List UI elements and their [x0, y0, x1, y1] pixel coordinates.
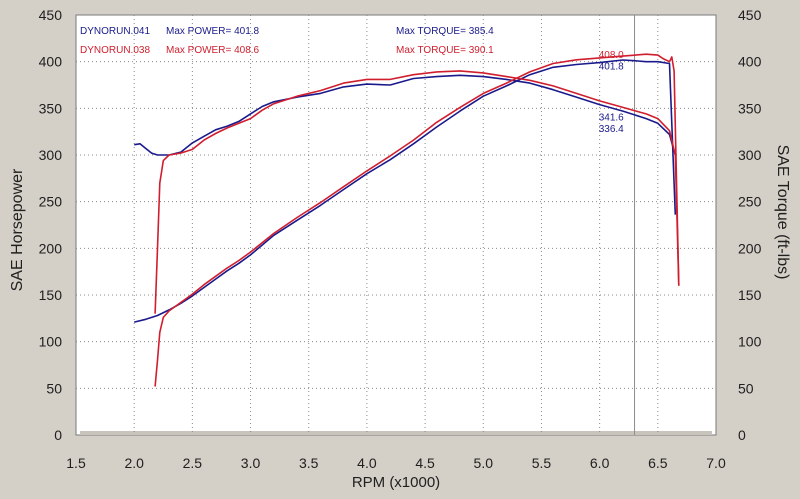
- y-tick-label-left: 250: [39, 194, 63, 210]
- series-line: [154, 53, 680, 387]
- series-lines: [134, 53, 680, 387]
- legend: DYNORUN.041 Max POWER= 401.8 Max TORQUE= 3…: [80, 26, 494, 56]
- y-axis-label-left: SAE Horsepower: [9, 168, 26, 291]
- y-tick-label-left: 350: [39, 100, 63, 116]
- y-tick-label-right: 100: [738, 334, 762, 350]
- y-tick-label-right: 300: [738, 147, 762, 163]
- y-tick-label-left: 300: [39, 147, 63, 163]
- x-tick-label: 3.5: [299, 455, 319, 471]
- x-tick-label: 4.5: [415, 455, 435, 471]
- x-tick-label: 2.5: [183, 455, 203, 471]
- y-tick-label-left: 150: [39, 287, 63, 303]
- axes: 1.5 2.0 2.5 3.0 3.5 4.0 4.5 5.0 5.5 6.0 6.5 7.0 0 0 50…: [39, 7, 762, 471]
- series-line: [134, 59, 677, 323]
- y-tick-label-left: 100: [39, 334, 63, 350]
- plot-area: [75, 14, 717, 436]
- y-tick-label-right: 350: [738, 100, 762, 116]
- x-axis-label: RPM (x1000): [352, 474, 440, 491]
- y-tick-label-right: 50: [738, 380, 754, 396]
- x-tick-label: 4.0: [357, 455, 377, 471]
- legend-max-power: Max POWER= 401.8: [166, 26, 260, 37]
- y-tick-label-right: 200: [738, 240, 762, 256]
- y-tick-label-left: 50: [46, 380, 62, 396]
- legend-max-power: Max POWER= 408.6: [166, 45, 260, 56]
- plot-background: [75, 14, 717, 436]
- x-tick-label: 5.0: [474, 455, 494, 471]
- x-tick-label: 7.0: [706, 455, 726, 471]
- x-tick-label: 6.0: [590, 455, 610, 471]
- legend-run-name: DYNORUN.041: [80, 26, 150, 37]
- x-tick-label: 1.5: [66, 455, 86, 471]
- legend-max-torque: Max TORQUE= 390.1: [396, 45, 494, 56]
- x-tick-label: 3.0: [241, 455, 261, 471]
- y-tick-label-right: 0: [738, 427, 746, 443]
- legend-max-torque: Max TORQUE= 385.4: [396, 26, 494, 37]
- value-annotation: 336.4: [599, 124, 624, 135]
- y-tick-label-left: 0: [54, 427, 62, 443]
- y-tick-label-left: 450: [39, 7, 63, 23]
- y-tick-label-right: 250: [738, 194, 762, 210]
- y-tick-label-left: 400: [39, 54, 63, 70]
- y-tick-label-right: 450: [738, 7, 762, 23]
- series-line: [154, 70, 680, 314]
- plot-bottom-strip: [80, 431, 712, 435]
- value-annotation: 408.0: [599, 50, 624, 61]
- x-tick-label: 2.0: [124, 455, 144, 471]
- legend-run-name: DYNORUN.038: [80, 45, 150, 56]
- y-axis-label-right: SAE Torque (ft-lbs): [774, 145, 791, 280]
- y-tick-label-left: 200: [39, 240, 63, 256]
- x-tick-label: 5.5: [532, 455, 552, 471]
- value-annotation: 341.6: [599, 113, 624, 124]
- value-annotation: 401.8: [599, 61, 624, 72]
- x-tick-label: 6.5: [648, 455, 668, 471]
- y-tick-label-right: 400: [738, 54, 762, 70]
- y-tick-label-right: 150: [738, 287, 762, 303]
